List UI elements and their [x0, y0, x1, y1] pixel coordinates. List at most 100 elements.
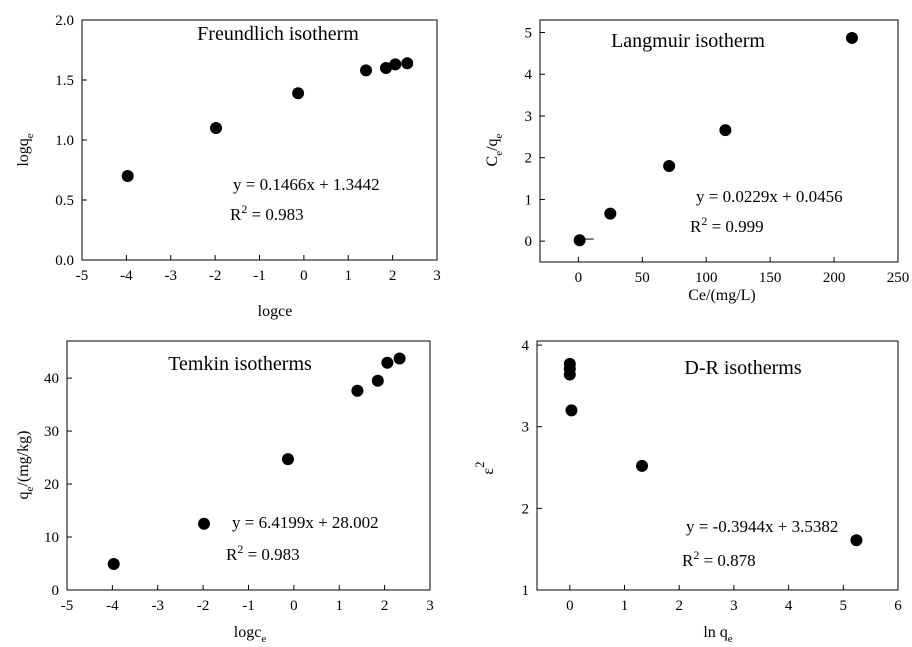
x-tick-label: 3 [433, 268, 441, 284]
x-tick-label: 0 [575, 270, 583, 286]
y-tick-label: 3 [522, 420, 530, 436]
x-tick-label: 0 [566, 598, 574, 614]
y-tick-label: 10 [44, 530, 59, 546]
x-tick-label: 6 [894, 598, 902, 614]
y-tick-label: 5 [525, 26, 533, 42]
data-point [563, 368, 576, 381]
x-tick-label: -2 [197, 598, 210, 614]
data-point [379, 62, 392, 74]
x-tick-label: 0 [290, 598, 298, 614]
regression-equation: y = 6.4199x + 28.002 [232, 513, 379, 532]
x-tick-label: 50 [635, 270, 650, 286]
r-squared-label: R2 = 0.983 [226, 542, 300, 564]
x-tick-label: 1 [345, 268, 353, 284]
x-tick-label: -4 [120, 268, 133, 284]
y-axis-title: Ce/qe [484, 133, 505, 166]
data-point [401, 57, 414, 70]
y-axis-title: qe/(mg/kg) [15, 431, 36, 500]
data-point [371, 374, 384, 387]
y-tick-label: 20 [44, 477, 59, 493]
data-point [121, 170, 134, 182]
x-tick-label: 3 [426, 598, 434, 614]
data-point [351, 384, 364, 397]
x-tick-label: -1 [242, 598, 255, 614]
y-tick-label: 1.0 [55, 133, 74, 149]
data-point [381, 356, 394, 369]
data-point [360, 64, 372, 77]
x-tick-label: -1 [253, 268, 266, 284]
x-tick-label: -3 [152, 598, 165, 614]
plot-frame [81, 19, 438, 261]
panel-title: Freundlich isotherm [197, 23, 359, 45]
y-tick-label: 1 [525, 192, 533, 208]
data-point [389, 58, 402, 71]
y-tick-label: 0 [525, 234, 533, 250]
x-tick-label: 2 [675, 598, 683, 614]
panel-1: -5 -4 -3 -2 -1 0 1 2 3 0.0 0.5 1.0 1.5 2.0 Freundlich … [15, 13, 441, 320]
y-tick-label: 0.5 [55, 193, 74, 209]
x-tick-label: -5 [61, 598, 74, 614]
y-tick-label: 1 [522, 583, 530, 599]
y-tick-label: 40 [44, 371, 59, 387]
y-tick-label: 2 [522, 501, 530, 517]
y-axis-title: logqe [15, 133, 36, 166]
panel-title: Langmuir isotherm [611, 30, 765, 52]
y-tick-label: 3 [525, 109, 533, 125]
r-squared-label: R2 = 0.983 [230, 202, 304, 224]
plot-frame [536, 340, 899, 591]
data-point [719, 124, 732, 137]
regression-equation: y = -0.3944x + 3.5382 [686, 517, 838, 536]
regression-equation: y = 0.0229x + 0.0456 [696, 187, 843, 206]
y-tick-label: 4 [522, 338, 530, 354]
r-squared-label: R2 = 0.999 [690, 214, 764, 236]
data-point [198, 517, 211, 530]
x-tick-label: -3 [165, 268, 178, 284]
data-point [565, 404, 578, 417]
data-point [393, 352, 406, 365]
y-tick-label: 2.0 [55, 13, 74, 29]
y-tick-label: 1.5 [55, 73, 74, 89]
data-point [850, 534, 863, 547]
x-tick-label: 5 [840, 598, 848, 614]
x-axis-title: logce [234, 624, 267, 645]
x-tick-label: 150 [759, 270, 782, 286]
y-tick-label: 0.0 [55, 253, 74, 269]
x-axis-title: logce [258, 303, 293, 320]
panel-4: 0 1 2 3 4 5 6 1 2 3 4 D-R isotherms y = -0.3944x + 3… [472, 338, 902, 645]
y-tick-label: 2 [525, 151, 533, 167]
data-point [845, 31, 858, 44]
data-point [292, 87, 305, 100]
data-point [604, 207, 617, 220]
x-tick-label: 2 [389, 268, 397, 284]
x-tick-label: 4 [785, 598, 793, 614]
x-axis-title: ln qe [703, 624, 732, 645]
y-tick-label: 4 [525, 67, 533, 83]
panel-title: D-R isotherms [684, 357, 801, 379]
x-tick-label: 1 [336, 598, 344, 614]
x-tick-label: 200 [823, 270, 846, 286]
x-tick-label: 3 [730, 598, 738, 614]
y-tick-label: 0 [52, 583, 60, 599]
plot-frame [539, 19, 899, 263]
x-tick-label: -4 [106, 598, 119, 614]
data-point [210, 122, 223, 134]
panel-2: 0 50 100 150 200 250 0 1 2 3 4 5 Langmuir isotherm y … [484, 19, 910, 304]
y-tick-label: 30 [44, 424, 59, 440]
y-axis-title: ε2 [472, 461, 497, 474]
data-point [636, 459, 649, 472]
data-point [107, 558, 120, 571]
x-tick-label: 0 [300, 268, 308, 284]
x-tick-label: 100 [695, 270, 718, 286]
x-tick-label: 1 [621, 598, 629, 614]
x-tick-label: -5 [76, 268, 89, 284]
panel-title: Temkin isotherms [168, 353, 312, 375]
regression-equation: y = 0.1466x + 1.3442 [233, 175, 380, 194]
x-axis-title: Ce/(mg/L) [688, 287, 756, 304]
x-tick-label: 250 [887, 270, 910, 286]
data-point [573, 234, 586, 247]
r-squared-label: R2 = 0.878 [682, 548, 756, 570]
data-point [281, 453, 294, 466]
x-tick-label: -2 [209, 268, 222, 284]
data-point [663, 160, 676, 173]
